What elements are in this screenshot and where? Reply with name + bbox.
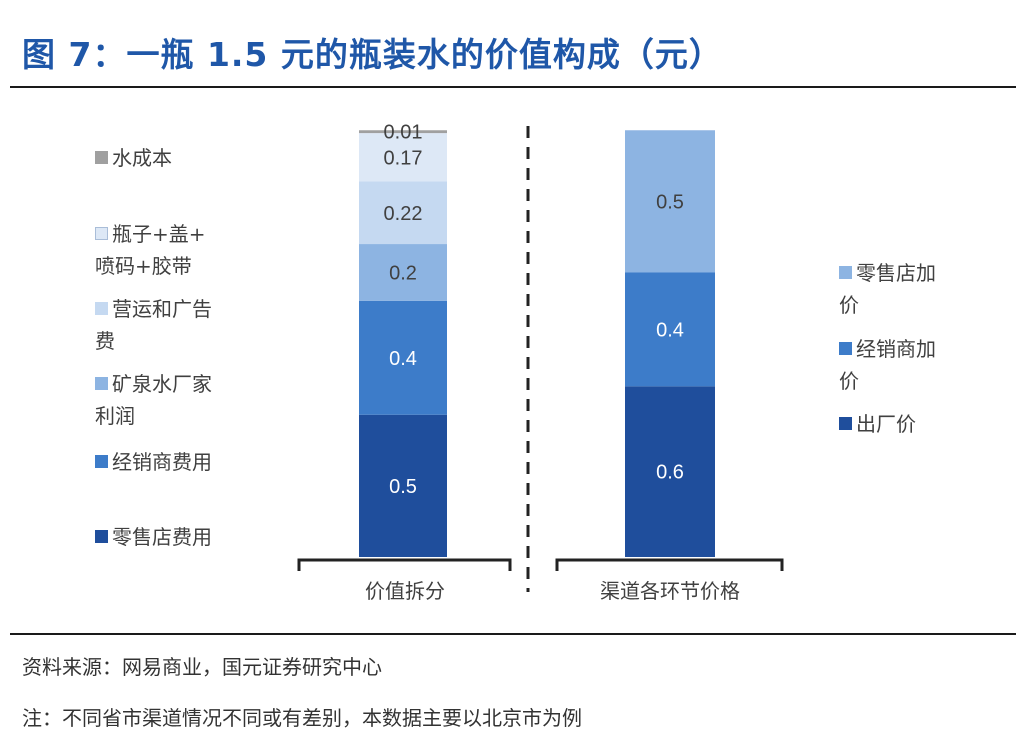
legend-label: 瓶子+盖+ 喷码+胶带 bbox=[95, 222, 206, 278]
bar-segment bbox=[625, 130, 715, 273]
legend-swatch bbox=[839, 266, 852, 279]
legend-swatch bbox=[95, 455, 108, 468]
axis-bracket-left bbox=[297, 558, 512, 571]
bar-segment bbox=[625, 272, 715, 387]
data-label: 0.17 bbox=[384, 147, 423, 169]
bar-segment bbox=[359, 181, 447, 245]
footnote: 注：不同省市渠道情况不同或有差别，本数据主要以北京市为例 bbox=[22, 706, 582, 730]
data-label: 0.6 bbox=[656, 462, 684, 484]
top-divider bbox=[10, 86, 1016, 88]
figure-title: 图 7：一瓶 1.5 元的瓶装水的价值构成（元） bbox=[22, 35, 723, 74]
legend-label: 经销商加 价 bbox=[839, 337, 936, 393]
category-label-left: 价值拆分 bbox=[365, 579, 445, 603]
legend-label: 零售店加 价 bbox=[839, 261, 936, 317]
data-label: 0.01 bbox=[384, 122, 423, 144]
bar-segment bbox=[359, 244, 447, 301]
legend-item-retail-markup: 零售店加 价 bbox=[839, 257, 936, 321]
legend-item-retail-cost: 零售店费用 bbox=[95, 521, 212, 553]
legend-swatch bbox=[95, 227, 108, 240]
data-label: 0.2 bbox=[389, 263, 417, 285]
legend-swatch bbox=[95, 302, 108, 315]
axis-bracket-right bbox=[555, 558, 784, 571]
legend-item-distributor-cost: 经销商费用 bbox=[95, 446, 212, 478]
legend-swatch bbox=[839, 342, 852, 355]
legend-item-factory-profit: 矿泉水厂家 利润 bbox=[95, 368, 212, 432]
legend-swatch bbox=[95, 151, 108, 164]
data-label: 0.22 bbox=[384, 203, 423, 225]
bottom-divider bbox=[10, 633, 1016, 635]
legend-label: 出厂价 bbox=[856, 412, 916, 436]
legend-item-bottle: 瓶子+盖+ 喷码+胶带 bbox=[95, 218, 206, 282]
legend-item-factory-price: 出厂价 bbox=[839, 408, 916, 440]
data-label: 0.4 bbox=[656, 319, 684, 341]
legend-label: 经销商费用 bbox=[112, 450, 212, 474]
bar-segment bbox=[625, 386, 715, 557]
legend-swatch bbox=[839, 417, 852, 430]
data-label: 0.4 bbox=[389, 348, 417, 370]
bar-segment bbox=[359, 300, 447, 415]
bar-segment bbox=[359, 133, 447, 182]
legend-item-ops-ads: 营运和广告 费 bbox=[95, 293, 212, 357]
legend-label: 零售店费用 bbox=[112, 525, 212, 549]
data-label: 0.5 bbox=[656, 191, 684, 213]
legend-label: 矿泉水厂家 利润 bbox=[95, 372, 212, 428]
bar-segment bbox=[359, 414, 447, 557]
legend-item-distributor-markup: 经销商加 价 bbox=[839, 333, 936, 397]
legend-swatch bbox=[95, 377, 108, 390]
legend-label: 营运和广告 费 bbox=[95, 297, 212, 353]
source-note: 资料来源：网易商业，国元证券研究中心 bbox=[22, 655, 382, 679]
legend-label: 水成本 bbox=[112, 146, 172, 170]
bar-segment bbox=[359, 130, 447, 134]
legend-swatch bbox=[95, 530, 108, 543]
data-label: 0.5 bbox=[389, 476, 417, 498]
category-label-right: 渠道各环节价格 bbox=[600, 579, 740, 603]
legend-item-water-cost: 水成本 bbox=[95, 142, 172, 174]
